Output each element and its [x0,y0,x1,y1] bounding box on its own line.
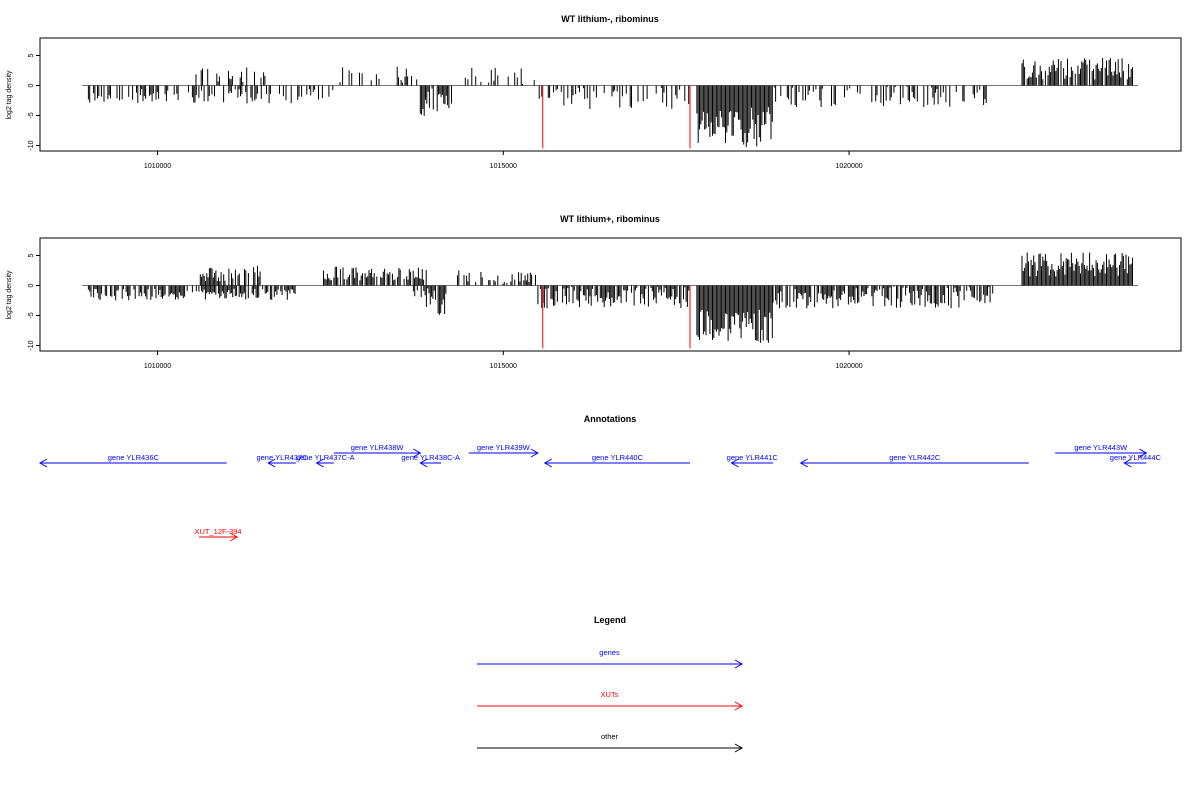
feature-arrowhead [799,458,808,468]
highlight-marks [542,285,691,349]
legend-title: Legend [594,615,626,625]
y-tick-label: 0 [28,83,35,87]
feature-label: XUT_12F-394 [195,527,242,536]
feature-label: gene YLR438W [351,443,405,452]
feature-arrowhead [413,448,422,458]
y-axis: -10 -5 0 5 [28,53,40,151]
annotation-feature: gene YLR437C-A [296,453,355,468]
x-tick-label: 1015000 [490,163,517,170]
feature-label: gene YLR440C [592,453,644,462]
feature-label: gene YLR441C [727,453,779,462]
plot-frame [39,37,1182,152]
x-axis: 1010000 1015000 1020000 [144,351,863,370]
x-tick-label: 1020000 [835,163,862,170]
y-tick-label: -10 [28,140,35,150]
bar-series [87,58,1133,147]
feature-label: gene YLR437C-A [296,453,355,462]
annotation-feature: gene YLR438C-A [401,453,460,468]
legend-label: genes [599,648,620,657]
x-axis: 1010000 1015000 1020000 [144,151,863,170]
y-tick-label: 0 [28,283,35,287]
feature-arrowhead [38,458,48,468]
feature-label: gene YLR443W [1074,443,1128,452]
plot-frame [39,237,1182,352]
annotation-feature: gene YLR437C [256,453,308,468]
legend-panel: Legend genes XUTs other [477,615,744,753]
annotation-feature: gene YLR436C [38,453,227,468]
track-panel-lithium-plus: WT lithium+, ribominus log2 tag density … [6,214,1182,370]
feature-arrowhead [315,458,324,468]
y-axis: -10 -5 0 5 [28,253,40,351]
legend-arrowhead [734,743,744,753]
annotation-feature: gene YLR439W [468,443,539,458]
legend-label: other [601,732,619,741]
feature-arrowhead [1123,458,1132,468]
feature-label: gene YLR437C [256,453,308,462]
x-tick-label: 1015000 [490,363,517,370]
y-axis-label: log2 tag density [6,270,13,320]
panel-title: WT lithium-, ribominus [561,14,659,24]
feature-label: gene YLR439W [477,443,531,452]
feature-label: gene YLR444C [1110,453,1162,462]
feature-arrowhead [543,458,553,468]
feature-arrowhead [530,448,539,458]
y-tick-label: -10 [28,340,35,350]
x-tick-label: 1020000 [835,363,862,370]
legend-item: XUTs [477,690,744,711]
y-tick-label: -5 [28,312,35,318]
x-tick-label: 1010000 [144,163,171,170]
feature-label: gene YLR442C [889,453,941,462]
legend-label: XUTs [601,690,619,699]
legend-item: other [477,732,744,753]
legend-items: genes XUTs other [477,648,744,753]
bar-series [87,252,1133,343]
y-tick-label: 5 [28,53,35,57]
annotation-feature: XUT_12F-394 [195,527,242,542]
annotation-feature: gene YLR442C [799,453,1029,468]
feature-arrowhead [267,458,276,468]
annotation-feature: gene YLR441C [727,453,779,468]
y-tick-label: 5 [28,253,35,257]
annotations-panel: Annotations gene YLR436C gene YLR437Cgene… [38,414,1162,542]
legend-arrowhead [734,701,744,711]
y-axis-label: log2 tag density [6,70,13,120]
feature-arrowhead [229,532,239,542]
annotation-feature: gene YLR443W [1055,443,1148,458]
annotation-feature: gene YLR440C [543,453,691,468]
feature-arrowhead [1139,448,1148,458]
x-tick-label: 1010000 [144,363,171,370]
legend-arrowhead [734,659,744,669]
feature-arrowhead [730,458,739,468]
feature-label: gene YLR436C [108,453,160,462]
panel-title: WT lithium+, ribominus [560,214,660,224]
y-tick-label: -5 [28,112,35,118]
feature-label: gene YLR438C-A [401,453,460,462]
track-panel-lithium-minus: WT lithium-, ribominus log2 tag density … [6,14,1182,170]
annotations-title: Annotations [584,414,637,424]
annotation-feature: gene YLR444C [1110,453,1162,468]
feature-arrowhead [419,458,428,468]
annotation-feature: gene YLR438W [333,443,422,458]
highlight-marks [542,85,691,149]
legend-item: genes [477,648,744,669]
